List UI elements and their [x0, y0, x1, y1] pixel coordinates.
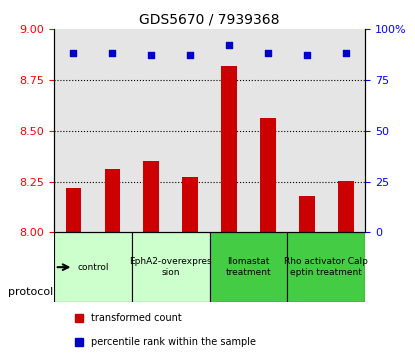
Bar: [66, 188, 81, 232]
Bar: [260, 118, 276, 232]
Title: GDS5670 / 7939368: GDS5670 / 7939368: [139, 12, 280, 26]
Bar: [54, 29, 93, 232]
FancyBboxPatch shape: [54, 232, 132, 302]
Text: Ilomastat
treatment: Ilomastat treatment: [226, 257, 271, 277]
Bar: [93, 29, 132, 232]
Text: Rho activator Calp
eptin treatment: Rho activator Calp eptin treatment: [284, 257, 368, 277]
Bar: [287, 29, 326, 232]
Bar: [249, 29, 287, 232]
Bar: [210, 29, 249, 232]
Bar: [299, 196, 315, 232]
Point: [342, 50, 349, 56]
Bar: [221, 66, 237, 232]
Bar: [182, 178, 198, 232]
Text: percentile rank within the sample: percentile rank within the sample: [91, 337, 256, 347]
Bar: [105, 169, 120, 232]
Point: [109, 50, 116, 56]
Bar: [338, 182, 354, 232]
FancyBboxPatch shape: [132, 232, 210, 302]
Text: protocol: protocol: [8, 287, 54, 297]
Point: [226, 42, 232, 48]
Text: EphA2-overexpres
sion: EphA2-overexpres sion: [129, 257, 212, 277]
Point: [187, 53, 193, 58]
Point: [265, 50, 271, 56]
Point: [148, 53, 154, 58]
FancyBboxPatch shape: [210, 232, 287, 302]
Text: transformed count: transformed count: [91, 313, 182, 323]
Bar: [326, 29, 365, 232]
Point: [70, 50, 77, 56]
FancyBboxPatch shape: [287, 232, 365, 302]
Bar: [144, 161, 159, 232]
Bar: [171, 29, 210, 232]
Point: [303, 53, 310, 58]
Bar: [132, 29, 171, 232]
Text: control: control: [77, 263, 109, 272]
